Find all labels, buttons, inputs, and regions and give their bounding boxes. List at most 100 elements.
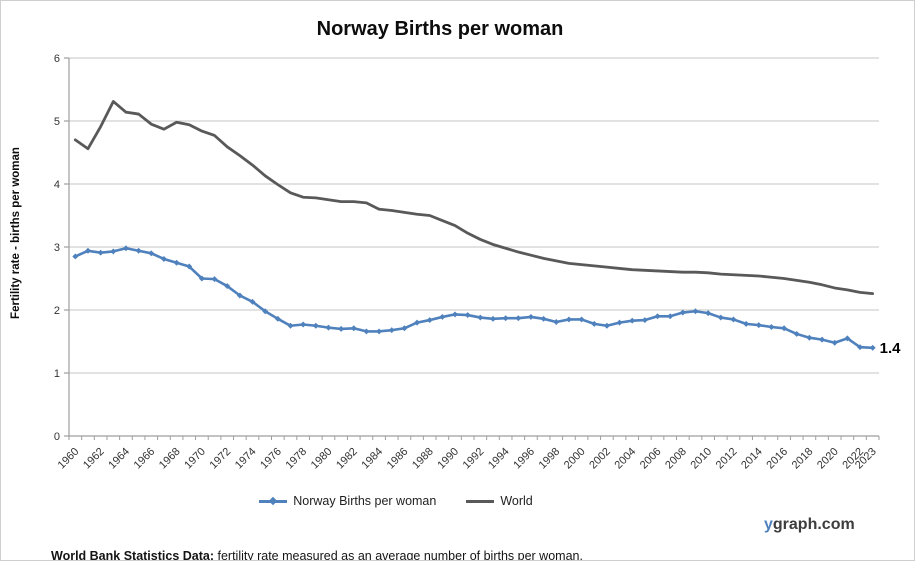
x-tick-label: 1998 xyxy=(537,446,563,472)
ygraph-logo-rest: graph.com xyxy=(772,516,855,533)
series-norway-marker-icon xyxy=(654,313,661,320)
source-note-text: fertility rate measured as an average nu… xyxy=(214,549,583,561)
series-norway-marker-icon xyxy=(439,313,446,320)
x-axis: 1960 1962 1964 1966 1968 1970 1972 1974 1976 1978… xyxy=(56,435,880,472)
y-tick-label: 6 xyxy=(54,53,60,65)
source-note-bold: World Bank Statistics Data: xyxy=(51,549,215,561)
legend-item-norway: Norway Births per woman xyxy=(259,494,436,508)
x-tick-label: 1966 xyxy=(132,446,158,472)
series-norway-marker-icon xyxy=(806,334,813,341)
series-norway-marker-icon xyxy=(603,322,610,329)
norway-marker-icon xyxy=(268,496,278,506)
series-norway-marker-icon xyxy=(844,335,851,342)
series-norway-marker-icon xyxy=(743,320,750,327)
series-norway-marker-icon xyxy=(717,314,724,321)
x-tick-label: 1960 xyxy=(56,446,82,472)
series-norway-marker-icon xyxy=(629,317,636,324)
chart-legend: Norway Births per woman World xyxy=(1,492,791,510)
x-tick-label: 2002 xyxy=(587,446,613,472)
legend-label-world: World xyxy=(500,494,533,508)
x-tick-label: 1982 xyxy=(334,446,360,472)
series-norway-marker-icon xyxy=(97,249,104,256)
x-tick-label: 1994 xyxy=(486,446,512,472)
series-norway-marker-icon xyxy=(173,259,180,266)
x-tick-label: 1988 xyxy=(410,446,436,472)
series-norway-marker-icon xyxy=(527,313,534,320)
series-norway-marker-icon xyxy=(755,322,762,329)
x-tick-label: 2000 xyxy=(562,446,588,472)
x-tick-label: 1972 xyxy=(208,446,234,472)
series-norway-marker-icon xyxy=(426,317,433,324)
series-norway-marker-icon xyxy=(376,328,383,335)
series-norway-marker-icon xyxy=(565,316,572,323)
series-norway-marker-icon xyxy=(641,317,648,324)
series-norway-marker-icon xyxy=(553,319,560,325)
series-world-line xyxy=(73,100,875,296)
series-norway-line xyxy=(74,246,874,350)
series-norway-marker-icon xyxy=(591,320,598,327)
x-tick-label: 1974 xyxy=(233,446,259,472)
series-world xyxy=(73,100,875,296)
series-norway-marker-icon xyxy=(388,327,395,334)
y-axis: 0 1 2 3 4 5 6 xyxy=(54,53,70,443)
series-norway-marker-icon xyxy=(312,322,319,329)
series-norway-marker-icon xyxy=(350,325,357,332)
series-norway-marker-icon xyxy=(667,313,674,320)
series-norway-marker-icon xyxy=(692,308,699,315)
x-tick-label: 2016 xyxy=(764,446,790,472)
world-line-swatch-icon xyxy=(466,499,495,503)
y-tick-label: 2 xyxy=(54,305,60,317)
series-norway-marker-icon xyxy=(679,309,686,316)
series-norway-marker-icon xyxy=(781,325,788,332)
x-tick-label: 2018 xyxy=(790,446,816,472)
x-tick-label: 2012 xyxy=(714,446,740,472)
x-tick-label: 1962 xyxy=(81,446,107,472)
x-tick-label: 1970 xyxy=(182,446,208,472)
y-tick-label: 3 xyxy=(54,242,60,254)
x-tick-label: 1986 xyxy=(385,446,411,472)
x-tick-label: 1978 xyxy=(283,446,309,472)
series-norway-marker-icon xyxy=(338,325,345,332)
x-tick-label: 1968 xyxy=(157,446,183,472)
ygraph-logo: ygraph.com xyxy=(764,516,855,534)
series-norway-marker-icon xyxy=(363,328,370,335)
x-tick-label: 1992 xyxy=(461,446,487,472)
series-norway-marker-icon xyxy=(793,330,800,337)
x-tick-label: 1984 xyxy=(359,446,385,472)
series-norway-marker-icon xyxy=(502,315,509,322)
legend-label-norway: Norway Births per woman xyxy=(293,494,437,508)
series-norway-marker-icon xyxy=(160,256,167,262)
y-tick-label: 0 xyxy=(54,431,60,443)
y-tick-label: 5 xyxy=(54,116,60,128)
series-norway-marker-icon xyxy=(110,248,117,255)
x-tick-label: 2004 xyxy=(613,446,639,472)
series-norway-marker-icon xyxy=(490,315,496,322)
y-axis-title: Fertility rate - births per woman xyxy=(10,147,22,319)
norway-line-swatch-icon xyxy=(259,496,288,506)
x-tick-label: 2014 xyxy=(739,446,765,472)
series-norway-marker-icon xyxy=(262,308,269,315)
series-norway-marker-icon xyxy=(768,324,775,330)
series-norway-marker-icon xyxy=(135,247,142,254)
x-tick-label: 1976 xyxy=(258,446,284,472)
series-norway-marker-icon xyxy=(325,324,332,331)
series-norway-marker-icon xyxy=(452,311,458,318)
series-norway-marker-icon xyxy=(540,315,547,322)
x-tick-label: 1996 xyxy=(511,446,537,472)
chart-title: Norway Births per woman xyxy=(316,18,564,40)
series-norway-marker-icon xyxy=(148,250,155,257)
x-tick-label: 2010 xyxy=(688,446,714,472)
series-norway-marker-icon xyxy=(515,315,522,322)
series-norway-marker-icon xyxy=(819,336,826,343)
series-norway-marker-icon xyxy=(224,283,231,290)
y-tick-label: 4 xyxy=(54,179,60,191)
x-tick-label: 1980 xyxy=(309,446,335,472)
series-norway-marker-icon xyxy=(287,322,294,329)
x-tick-label: 2008 xyxy=(663,446,689,472)
x-tick-label: 1964 xyxy=(106,446,132,472)
source-note: World Bank Statistics Data: fertility ra… xyxy=(51,509,583,561)
series-norway-marker-icon xyxy=(477,314,484,321)
legend-item-world: World xyxy=(466,494,533,508)
